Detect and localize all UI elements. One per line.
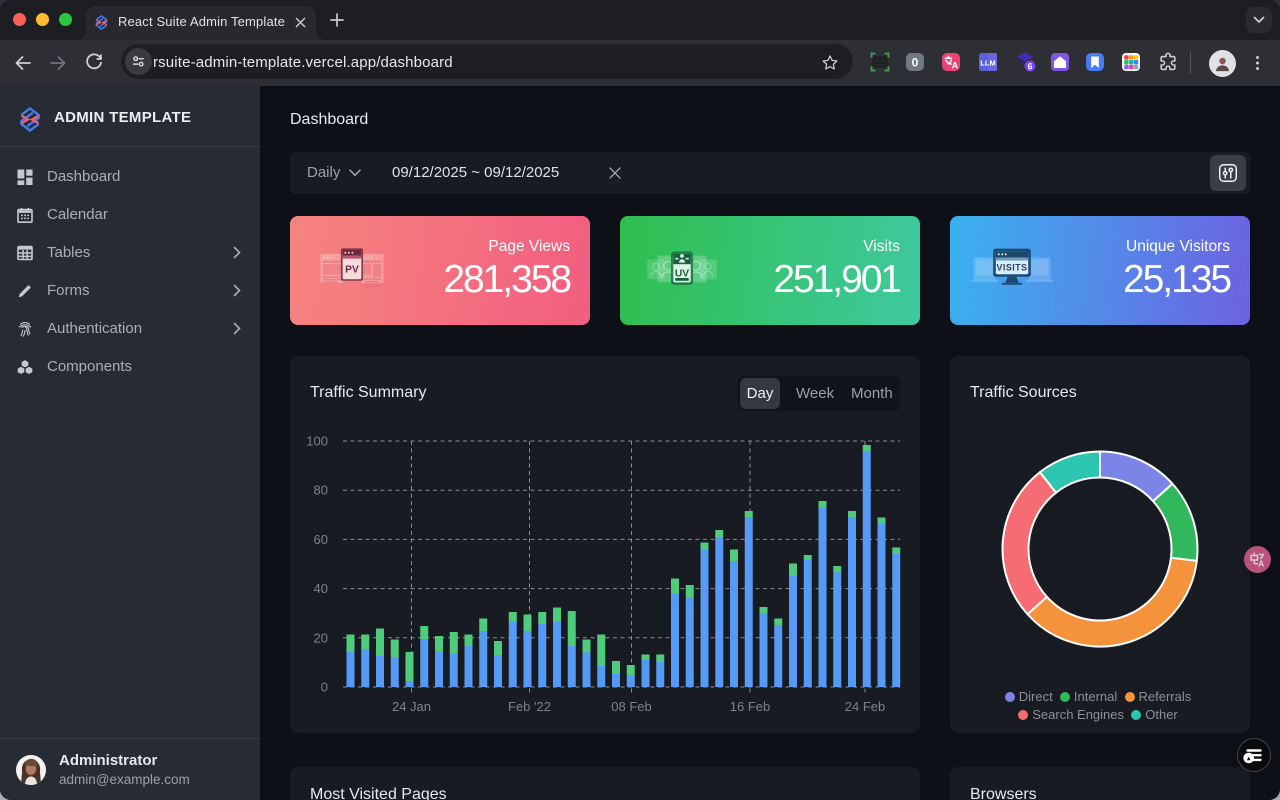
svg-text:A: A bbox=[952, 60, 959, 70]
svg-text:6: 6 bbox=[1027, 61, 1032, 71]
svg-text:0: 0 bbox=[321, 680, 328, 695]
svg-text:80: 80 bbox=[314, 483, 328, 498]
svg-text:40: 40 bbox=[314, 581, 328, 596]
svg-text:08 Feb: 08 Feb bbox=[611, 699, 651, 714]
svg-text:LLM: LLM bbox=[980, 58, 995, 67]
svg-text:PV: PV bbox=[345, 264, 359, 275]
svg-text:A: A bbox=[1258, 559, 1264, 569]
svg-text:100: 100 bbox=[306, 434, 328, 449]
svg-text:24 Jan: 24 Jan bbox=[392, 699, 431, 714]
svg-text:24 Feb: 24 Feb bbox=[845, 699, 885, 714]
svg-text:VISITS: VISITS bbox=[997, 262, 1028, 272]
svg-text:16 Feb: 16 Feb bbox=[730, 699, 770, 714]
svg-text:60: 60 bbox=[314, 532, 328, 547]
svg-text:0: 0 bbox=[912, 56, 919, 70]
svg-text:Feb '22: Feb '22 bbox=[508, 699, 551, 714]
svg-text:UV: UV bbox=[675, 268, 689, 279]
svg-text:20: 20 bbox=[314, 630, 328, 645]
